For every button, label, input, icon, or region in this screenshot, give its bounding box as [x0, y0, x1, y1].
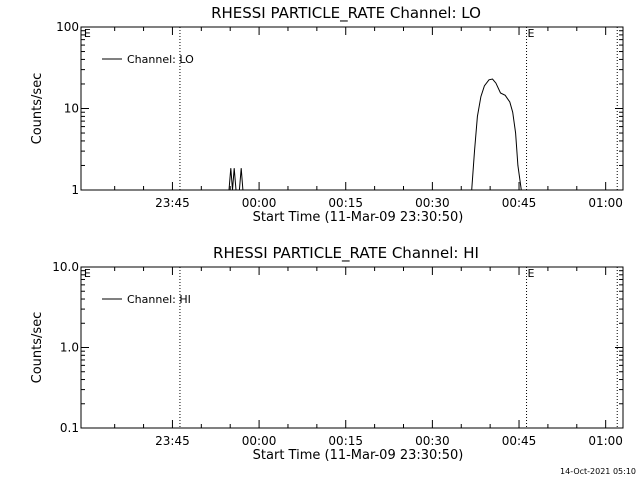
y-tick-label: 10.0: [52, 260, 79, 274]
chart-title: RHESSI PARTICLE_RATE Channel: LO: [211, 4, 481, 23]
x-tick-label: 00:45: [502, 434, 537, 448]
y-tick-label: 1.0: [60, 341, 79, 355]
legend-label: Channel: HI: [127, 293, 191, 306]
chart-panel-1: RHESSI PARTICLE_RATE Channel: LO 1 10 100 23…: [30, 4, 624, 225]
event-marker-label: E: [528, 267, 535, 280]
event-marker-label: E: [528, 27, 535, 40]
event-marker-label: E: [84, 267, 91, 280]
plot-frame: [80, 26, 624, 191]
x-axis-label: Start Time (11-Mar-09 23:30:50): [253, 210, 464, 225]
x-axis-label: Start Time (11-Mar-09 23:30:50): [253, 448, 464, 463]
x-tick-label: 01:00: [588, 434, 623, 448]
legend-label: Channel: LO: [127, 53, 194, 66]
y-axis-label: Counts/sec: [30, 73, 45, 145]
y-tick-label: 100: [56, 20, 79, 34]
x-tick-label: 00:00: [242, 196, 277, 210]
x-tick-label: 00:15: [328, 434, 363, 448]
x-tick-label: 01:00: [588, 196, 623, 210]
y-tick-label: 0.1: [60, 421, 79, 435]
x-tick-label: 00:30: [415, 196, 450, 210]
chart-title: RHESSI PARTICLE_RATE Channel: HI: [213, 244, 479, 263]
y-tick-label: 10: [64, 102, 79, 116]
x-tick-label: 00:15: [328, 196, 363, 210]
series-line: [228, 78, 522, 191]
chart-panel-2: RHESSI PARTICLE_RATE Channel: HI 0.1 1.0 10…: [30, 244, 624, 463]
x-tick-label: 00:45: [502, 196, 537, 210]
plot-frame: [80, 266, 624, 429]
x-tick-label: 23:45: [155, 196, 190, 210]
y-tick-label: 1: [71, 183, 79, 197]
timestamp: 14-Oct-2021 05:10: [560, 467, 636, 476]
x-tick-label: 00:00: [242, 434, 277, 448]
y-axis-label: Counts/sec: [30, 312, 45, 384]
x-tick-label: 23:45: [155, 434, 190, 448]
x-tick-label: 00:30: [415, 434, 450, 448]
event-marker-label: E: [84, 27, 91, 40]
